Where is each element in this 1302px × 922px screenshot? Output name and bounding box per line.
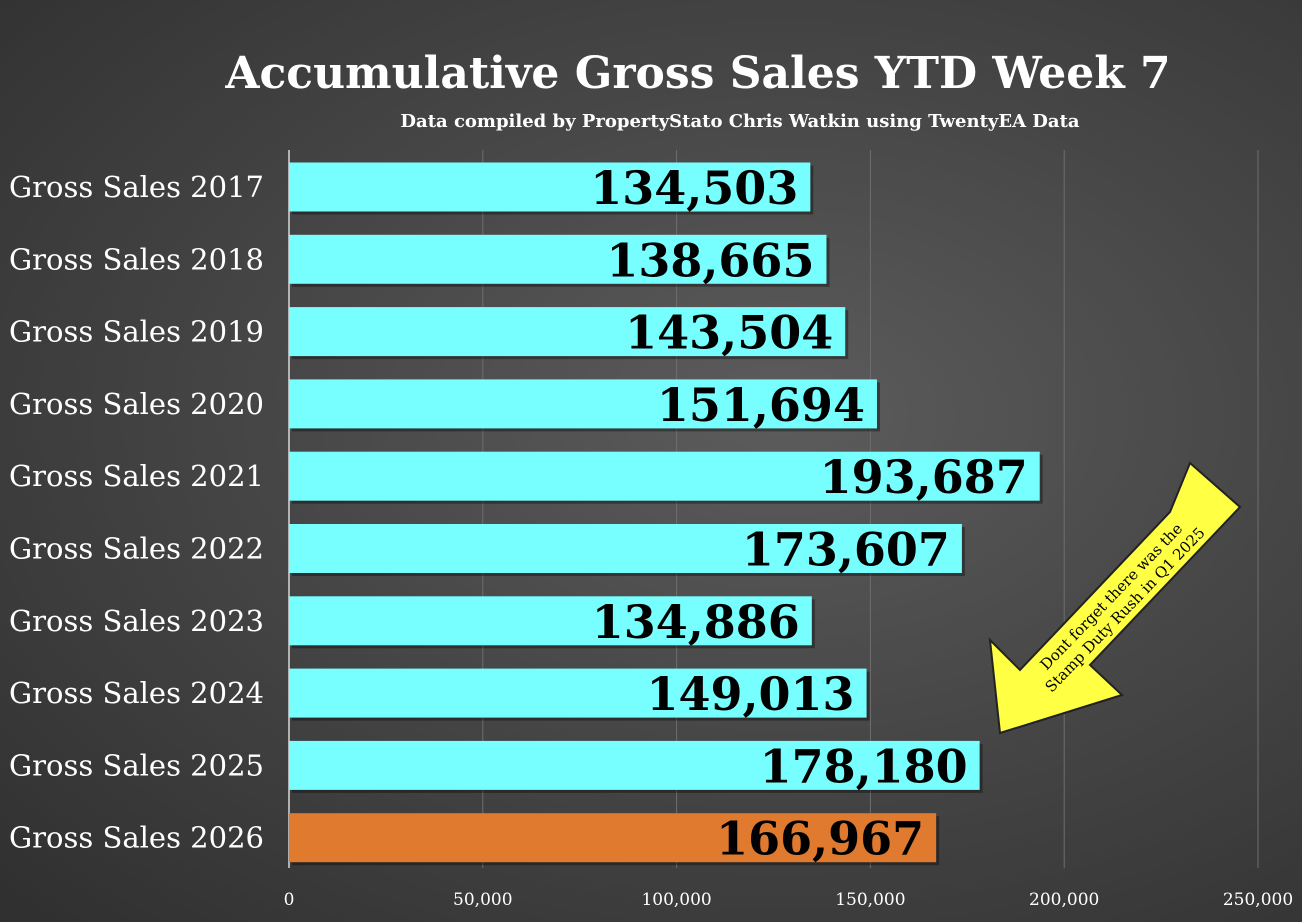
bar	[289, 379, 877, 429]
category-label: Gross Sales 2024	[9, 676, 264, 710]
bar	[289, 524, 962, 573]
bar	[289, 162, 811, 212]
annotation-text-line2: Stamp Duty Rush in Q1 2025	[1041, 524, 1208, 696]
data-label: 173,607	[742, 523, 950, 577]
category-label: Gross Sales 2023	[9, 604, 264, 638]
x-tick-label: 50,000	[453, 890, 512, 910]
data-label: 143,504	[625, 306, 833, 360]
bar	[289, 234, 827, 284]
category-label: Gross Sales 2026	[9, 821, 264, 855]
annotation-text-line1: Dont forget there was the	[1037, 520, 1187, 674]
x-tick-label: 100,000	[641, 890, 711, 910]
x-tick-label: 250,000	[1223, 890, 1293, 910]
chart-subtitle: Data compiled by PropertyStato Chris Wat…	[400, 111, 1079, 132]
category-label: Gross Sales 2025	[9, 748, 264, 782]
category-label: Gross Sales 2020	[9, 387, 264, 421]
x-axis-tick-labels: 0 50,000 100,000 150,000 200,000 250,000	[284, 890, 1294, 910]
data-label: 166,967	[716, 812, 924, 866]
x-tick-label: 150,000	[835, 890, 905, 910]
x-tick-label: 0	[284, 890, 295, 910]
data-label: 138,665	[606, 233, 814, 287]
data-label: 193,687	[820, 450, 1028, 504]
bar	[289, 740, 980, 790]
category-label: Gross Sales 2018	[9, 242, 264, 276]
bar	[289, 307, 846, 357]
data-label: 134,503	[590, 161, 798, 215]
bar	[289, 813, 937, 863]
category-label: Gross Sales 2019	[9, 315, 264, 349]
bar	[289, 668, 867, 718]
data-label: 149,013	[647, 667, 855, 721]
data-label: 134,886	[592, 595, 800, 649]
category-labels: Gross Sales 2017 Gross Sales 2018 Gross Sa…	[9, 170, 264, 855]
category-label: Gross Sales 2017	[9, 170, 264, 204]
annotation-arrow-shape	[988, 461, 1242, 735]
category-label: Gross Sales 2022	[9, 532, 264, 566]
category-label: Gross Sales 2021	[9, 459, 264, 493]
bar	[289, 596, 812, 646]
x-tick-label: 200,000	[1029, 890, 1099, 910]
bar	[289, 451, 1040, 501]
data-label: 178,180	[760, 739, 968, 793]
chart-title: Accumulative Gross Sales YTD Week 7	[224, 48, 1170, 99]
data-label: 151,694	[657, 378, 865, 432]
bars: 134,503 138,665 143,504 151,694 193,687 173,6…	[289, 161, 1043, 866]
